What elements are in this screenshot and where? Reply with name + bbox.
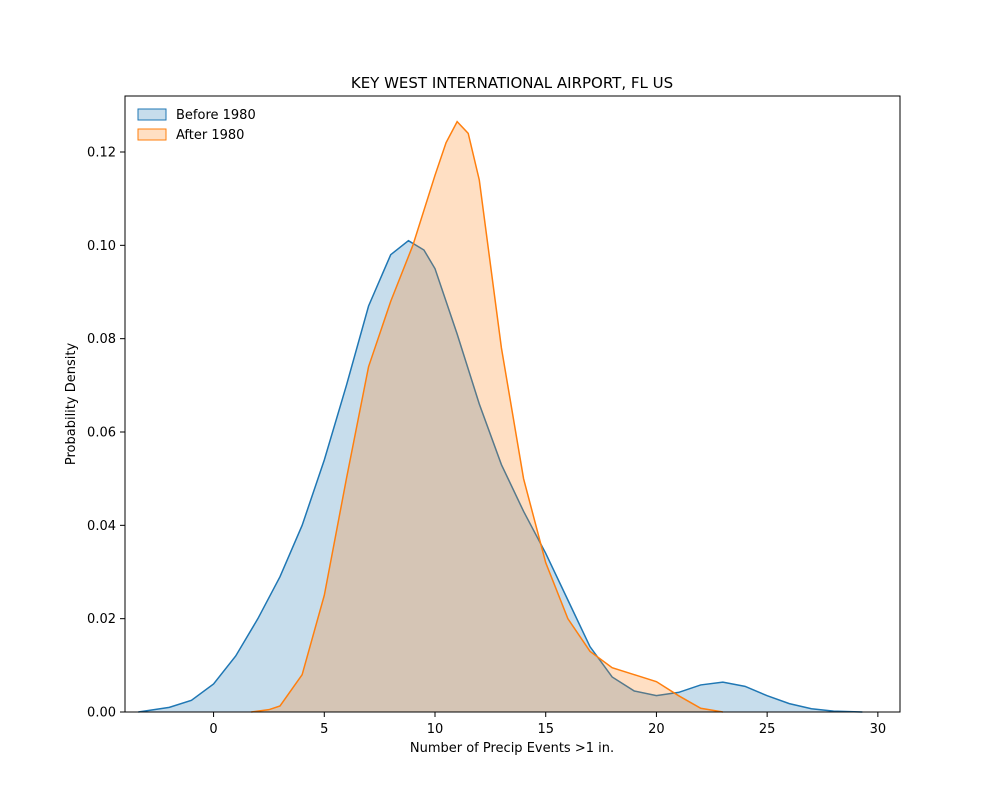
series-layer	[138, 120, 863, 713]
legend-swatch-1	[137, 108, 167, 121]
x-tick-label: 5	[320, 722, 328, 737]
legend-swatch-2	[137, 128, 167, 141]
legend-label-2: After 1980	[176, 128, 244, 143]
y-tick-label: 0.02	[87, 612, 116, 627]
y-tick-label: 0.04	[87, 519, 116, 534]
x-tick-label: 25	[759, 722, 776, 737]
y-axis: 0.00 0.02 0.04 0.06 0.08 0.10 0.12	[87, 146, 125, 721]
chart-title: KEY WEST INTERNATIONAL AIRPORT, FL US	[351, 74, 673, 92]
y-tick-label: 0.00	[87, 706, 116, 721]
series-area-2	[251, 121, 723, 713]
y-axis-title: Probability Density	[64, 343, 79, 466]
x-tick-label: 20	[648, 722, 665, 737]
x-tick-label: 15	[537, 722, 554, 737]
y-tick-label: 0.10	[87, 239, 116, 254]
plot-area	[125, 96, 900, 712]
x-tick-label: 0	[209, 722, 217, 737]
legend: Before 1980 After 1980	[137, 108, 256, 143]
series-line-1	[138, 239, 863, 713]
x-axis-title: Number of Precip Events >1 in.	[410, 741, 614, 756]
series-line-2	[251, 120, 723, 713]
plot-frame	[124, 95, 901, 713]
y-tick-label: 0.08	[87, 332, 116, 347]
y-tick-label: 0.12	[87, 146, 116, 161]
x-axis: 0 5 10 15 20 25 30	[209, 712, 886, 737]
series-area-1	[138, 240, 863, 713]
x-tick-label: 30	[870, 722, 887, 737]
y-tick-label: 0.06	[87, 426, 116, 441]
x-tick-label: 10	[427, 722, 444, 737]
legend-label-1: Before 1980	[176, 108, 256, 123]
